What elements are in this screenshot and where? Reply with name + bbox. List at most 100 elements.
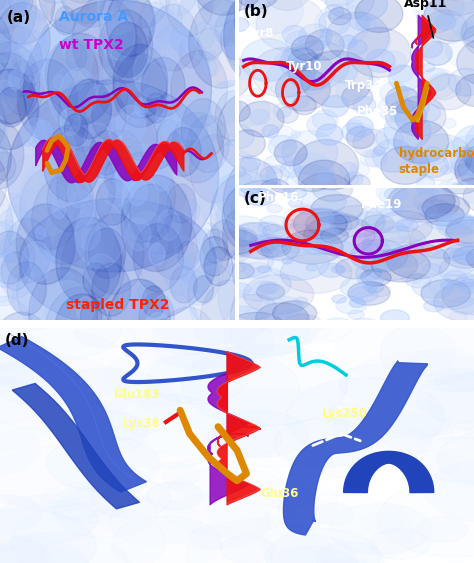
Circle shape	[424, 146, 443, 162]
Circle shape	[211, 91, 229, 105]
Circle shape	[0, 245, 20, 278]
Circle shape	[0, 151, 16, 181]
Circle shape	[382, 51, 406, 70]
Circle shape	[252, 48, 316, 97]
Circle shape	[275, 310, 310, 330]
Circle shape	[425, 204, 465, 226]
Circle shape	[379, 177, 438, 210]
Circle shape	[1, 252, 29, 291]
Circle shape	[267, 245, 329, 280]
Circle shape	[463, 296, 474, 328]
Circle shape	[376, 202, 403, 216]
Circle shape	[266, 60, 313, 97]
Circle shape	[170, 266, 197, 303]
Circle shape	[243, 292, 278, 339]
Polygon shape	[344, 452, 434, 493]
Circle shape	[365, 205, 414, 233]
Circle shape	[254, 235, 287, 253]
Circle shape	[207, 56, 231, 75]
Circle shape	[363, 244, 374, 251]
Circle shape	[1, 231, 26, 265]
Circle shape	[214, 173, 255, 230]
Circle shape	[353, 323, 400, 350]
Circle shape	[360, 150, 382, 167]
Circle shape	[289, 153, 333, 187]
Circle shape	[77, 297, 95, 321]
Circle shape	[0, 26, 42, 97]
Circle shape	[241, 39, 295, 82]
Circle shape	[206, 225, 244, 247]
Circle shape	[298, 205, 314, 215]
Circle shape	[245, 100, 277, 144]
Circle shape	[0, 329, 129, 406]
Circle shape	[192, 233, 251, 266]
Circle shape	[346, 120, 364, 134]
Circle shape	[243, 288, 339, 335]
Circle shape	[388, 182, 455, 220]
Text: Phe16: Phe16	[258, 191, 299, 204]
Circle shape	[422, 42, 452, 65]
Circle shape	[407, 347, 474, 383]
Circle shape	[61, 224, 124, 311]
Circle shape	[181, 122, 224, 181]
Circle shape	[446, 30, 474, 71]
Circle shape	[212, 60, 241, 83]
Circle shape	[204, 213, 229, 248]
Circle shape	[216, 216, 271, 247]
Circle shape	[435, 14, 456, 30]
Circle shape	[75, 217, 100, 250]
Circle shape	[209, 82, 240, 125]
Circle shape	[51, 1, 69, 26]
Circle shape	[257, 163, 292, 183]
Circle shape	[12, 278, 38, 314]
Circle shape	[381, 146, 429, 185]
Circle shape	[436, 239, 474, 260]
Circle shape	[218, 257, 277, 337]
Text: Tyr8: Tyr8	[246, 27, 274, 40]
Circle shape	[202, 311, 225, 324]
Circle shape	[316, 124, 343, 145]
Circle shape	[146, 312, 170, 345]
Circle shape	[45, 280, 92, 345]
Circle shape	[17, 30, 49, 75]
Circle shape	[155, 338, 202, 402]
Circle shape	[240, 262, 251, 269]
Circle shape	[224, 290, 262, 311]
Circle shape	[236, 0, 264, 29]
Circle shape	[396, 219, 418, 231]
Circle shape	[328, 322, 369, 345]
Circle shape	[141, 88, 160, 114]
Circle shape	[236, 316, 266, 358]
Circle shape	[366, 50, 395, 73]
Circle shape	[84, 123, 112, 160]
Circle shape	[100, 342, 144, 402]
Circle shape	[319, 558, 374, 563]
Circle shape	[317, 0, 358, 7]
Circle shape	[438, 212, 474, 235]
Circle shape	[10, 503, 165, 563]
Circle shape	[380, 82, 408, 104]
Circle shape	[448, 181, 474, 213]
Circle shape	[0, 51, 31, 98]
Circle shape	[197, 19, 223, 39]
Circle shape	[213, 410, 308, 458]
Circle shape	[134, 98, 148, 117]
Circle shape	[192, 15, 215, 33]
Circle shape	[232, 294, 276, 320]
Circle shape	[208, 221, 228, 233]
Circle shape	[251, 314, 300, 380]
Circle shape	[387, 371, 474, 440]
Circle shape	[463, 177, 474, 216]
Circle shape	[88, 320, 106, 345]
Circle shape	[246, 297, 292, 323]
Circle shape	[164, 255, 194, 296]
Circle shape	[445, 271, 467, 283]
Circle shape	[113, 44, 168, 118]
Circle shape	[450, 1, 474, 42]
Circle shape	[157, 119, 182, 153]
Circle shape	[0, 13, 25, 74]
Circle shape	[0, 312, 55, 401]
Text: Trp34: Trp34	[345, 79, 382, 92]
Circle shape	[418, 200, 452, 219]
Circle shape	[264, 173, 290, 187]
